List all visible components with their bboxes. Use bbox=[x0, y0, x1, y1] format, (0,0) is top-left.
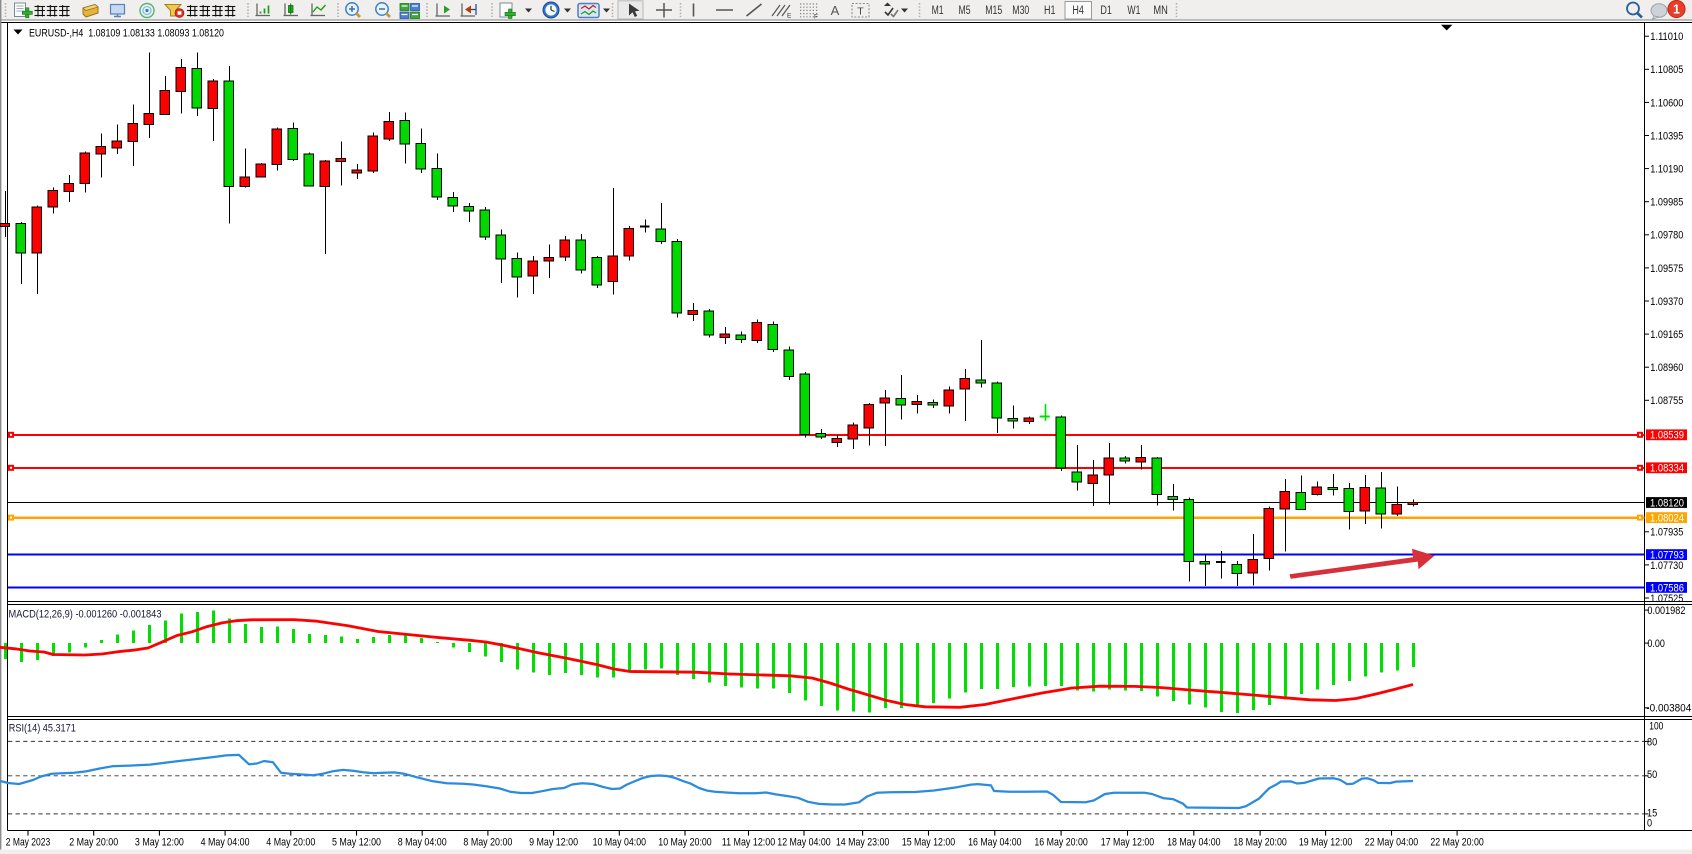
svg-text:F: F bbox=[814, 14, 818, 21]
svg-text:W1: W1 bbox=[1127, 5, 1140, 17]
svg-text:1.07586: 1.07586 bbox=[1650, 582, 1684, 594]
svg-text:M15: M15 bbox=[985, 5, 1002, 17]
svg-text:MACD(12,26,9) -0.001260 -0.001: MACD(12,26,9) -0.001260 -0.001843 bbox=[9, 609, 162, 621]
svg-text:1.07935: 1.07935 bbox=[1650, 527, 1683, 539]
svg-text:M5: M5 bbox=[959, 5, 971, 17]
svg-text:2 May 20:00: 2 May 20:00 bbox=[69, 836, 118, 848]
svg-text:15: 15 bbox=[1647, 808, 1657, 820]
svg-text:8 May 20:00: 8 May 20:00 bbox=[463, 836, 512, 848]
svg-text:9 May 12:00: 9 May 12:00 bbox=[529, 836, 578, 848]
svg-text:4 May 20:00: 4 May 20:00 bbox=[266, 836, 315, 848]
svg-text:16 May 20:00: 16 May 20:00 bbox=[1034, 836, 1087, 848]
svg-text:E: E bbox=[787, 13, 792, 20]
svg-text:1.10190: 1.10190 bbox=[1650, 164, 1683, 176]
svg-text:EURUSD-,H4 1.08109 1.08133 1.: EURUSD-,H4 1.08109 1.08133 1.08093 1.081… bbox=[29, 28, 224, 40]
svg-text:50: 50 bbox=[1647, 769, 1657, 781]
svg-text:T: T bbox=[857, 6, 864, 18]
svg-text:1.08120: 1.08120 bbox=[1650, 497, 1684, 509]
svg-text:D1: D1 bbox=[1100, 5, 1112, 17]
svg-text:0.00: 0.00 bbox=[1647, 638, 1665, 650]
svg-text:22 May 20:00: 22 May 20:00 bbox=[1430, 836, 1483, 848]
svg-text:10 May 04:00: 10 May 04:00 bbox=[593, 836, 646, 848]
svg-text:1.10600: 1.10600 bbox=[1650, 97, 1683, 109]
svg-text:1.09780: 1.09780 bbox=[1650, 230, 1683, 242]
svg-text:1: 1 bbox=[1673, 3, 1680, 17]
svg-text:1.10805: 1.10805 bbox=[1650, 64, 1683, 76]
svg-text:18 May 20:00: 18 May 20:00 bbox=[1233, 836, 1286, 848]
svg-text:1.08024: 1.08024 bbox=[1650, 513, 1684, 525]
svg-text:M1: M1 bbox=[932, 5, 944, 17]
svg-text:M30: M30 bbox=[1012, 5, 1029, 17]
svg-text:H4: H4 bbox=[1072, 5, 1084, 17]
svg-text:A: A bbox=[831, 3, 840, 18]
svg-text:0.001982: 0.001982 bbox=[1647, 605, 1685, 617]
svg-text:19 May 12:00: 19 May 12:00 bbox=[1299, 836, 1352, 848]
svg-text:4 May 04:00: 4 May 04:00 bbox=[201, 836, 250, 848]
svg-text:8 May 04:00: 8 May 04:00 bbox=[398, 836, 447, 848]
svg-text:1.08755: 1.08755 bbox=[1650, 395, 1683, 407]
svg-text:1.07793: 1.07793 bbox=[1650, 550, 1684, 562]
svg-text:1.10395: 1.10395 bbox=[1650, 130, 1683, 142]
svg-text:0: 0 bbox=[1647, 818, 1652, 830]
svg-text:80: 80 bbox=[1647, 736, 1657, 748]
svg-text:1.08960: 1.08960 bbox=[1650, 362, 1683, 374]
svg-text:1.09985: 1.09985 bbox=[1650, 197, 1683, 209]
svg-text:100: 100 bbox=[1649, 720, 1663, 732]
svg-text:3 May 12:00: 3 May 12:00 bbox=[135, 836, 184, 848]
svg-text:15 May 12:00: 15 May 12:00 bbox=[902, 836, 955, 848]
svg-text:1.09370: 1.09370 bbox=[1650, 296, 1683, 308]
svg-text:10 May 20:00: 10 May 20:00 bbox=[658, 836, 711, 848]
svg-text:12 May 04:00: 12 May 04:00 bbox=[777, 836, 830, 848]
svg-text:17 May 12:00: 17 May 12:00 bbox=[1101, 836, 1154, 848]
svg-text:1.07730: 1.07730 bbox=[1650, 560, 1683, 572]
svg-text:1.11010: 1.11010 bbox=[1650, 31, 1683, 43]
svg-text:MN: MN bbox=[1153, 5, 1168, 17]
svg-text:11 May 12:00: 11 May 12:00 bbox=[722, 836, 775, 848]
svg-text:1.09165: 1.09165 bbox=[1650, 329, 1683, 341]
svg-text:1.07525: 1.07525 bbox=[1650, 593, 1683, 605]
svg-text:14 May 23:00: 14 May 23:00 bbox=[836, 836, 889, 848]
svg-text:22 May 04:00: 22 May 04:00 bbox=[1365, 836, 1418, 848]
svg-text:5 May 12:00: 5 May 12:00 bbox=[332, 836, 381, 848]
svg-text:H1: H1 bbox=[1044, 5, 1056, 17]
svg-text:1.09575: 1.09575 bbox=[1650, 263, 1683, 275]
svg-text:1.08539: 1.08539 bbox=[1650, 430, 1684, 442]
svg-text:1.08334: 1.08334 bbox=[1650, 463, 1684, 475]
svg-text:2 May 2023: 2 May 2023 bbox=[6, 836, 51, 848]
svg-text:18 May 04:00: 18 May 04:00 bbox=[1167, 836, 1220, 848]
svg-text:16 May 04:00: 16 May 04:00 bbox=[968, 836, 1021, 848]
svg-text:RSI(14) 45.3171: RSI(14) 45.3171 bbox=[9, 723, 76, 735]
svg-text:-0.003804: -0.003804 bbox=[1646, 703, 1691, 715]
